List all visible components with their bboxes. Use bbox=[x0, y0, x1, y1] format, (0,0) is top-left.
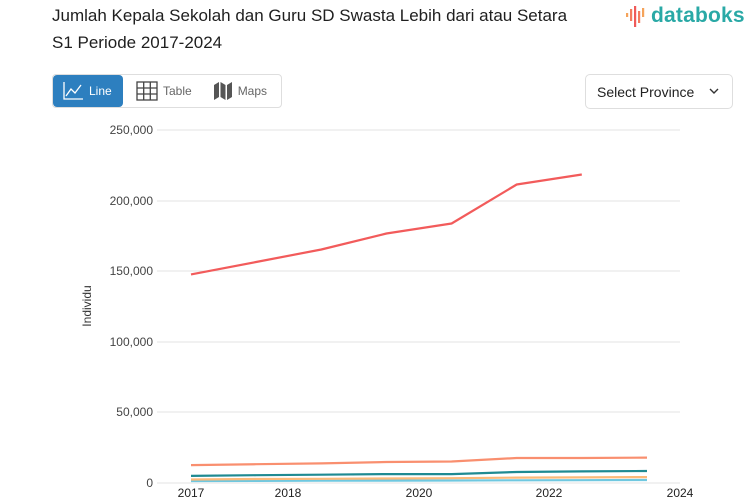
svg-text:50,000: 50,000 bbox=[116, 405, 153, 419]
y-axis-label: Individu bbox=[80, 285, 94, 326]
logo-text: databoks bbox=[651, 4, 745, 27]
series-line[interactable] bbox=[190, 456, 648, 467]
tab-maps[interactable]: Maps bbox=[201, 75, 276, 107]
tab-maps-label: Maps bbox=[237, 84, 268, 98]
x-axis-ticks: 2017 2018 2020 2022 2024 bbox=[178, 486, 694, 498]
tab-line[interactable]: Line bbox=[53, 75, 123, 107]
tab-table-label: Table bbox=[163, 84, 192, 98]
bar-wave-icon bbox=[626, 6, 645, 27]
table-grid-icon bbox=[136, 81, 158, 101]
chart-title: Jumlah Kepala Sekolah dan Guru SD Swasta… bbox=[52, 6, 568, 52]
svg-text:150,000: 150,000 bbox=[110, 264, 154, 278]
svg-text:200,000: 200,000 bbox=[110, 194, 154, 208]
province-select[interactable]: Select Province bbox=[585, 74, 733, 109]
svg-text:2017: 2017 bbox=[178, 486, 205, 498]
svg-text:2018: 2018 bbox=[275, 486, 302, 498]
province-select-label: Select Province bbox=[597, 83, 695, 100]
svg-text:0: 0 bbox=[146, 476, 153, 490]
tab-table[interactable]: Table bbox=[123, 75, 201, 107]
view-toggle: Line Table Maps bbox=[52, 74, 282, 108]
series-line[interactable] bbox=[190, 478, 648, 483]
tab-line-label: Line bbox=[89, 84, 112, 98]
databoks-logo[interactable]: databoks bbox=[625, 3, 745, 29]
svg-text:250,000: 250,000 bbox=[110, 123, 154, 137]
y-axis-ticks: 250,000 200,000 150,000 100,000 50,000 0 bbox=[110, 123, 154, 490]
chevron-down-icon bbox=[709, 88, 719, 94]
svg-text:2022: 2022 bbox=[536, 486, 563, 498]
series-line[interactable] bbox=[190, 476, 648, 481]
grid-lines bbox=[157, 129, 680, 484]
line-chart-icon bbox=[63, 82, 83, 100]
map-icon bbox=[213, 82, 232, 100]
series-line[interactable] bbox=[190, 173, 582, 276]
svg-text:2020: 2020 bbox=[406, 486, 433, 498]
svg-text:2024: 2024 bbox=[667, 486, 694, 498]
series-lines bbox=[190, 173, 648, 483]
svg-text:100,000: 100,000 bbox=[110, 335, 154, 349]
series-line[interactable] bbox=[190, 469, 648, 477]
